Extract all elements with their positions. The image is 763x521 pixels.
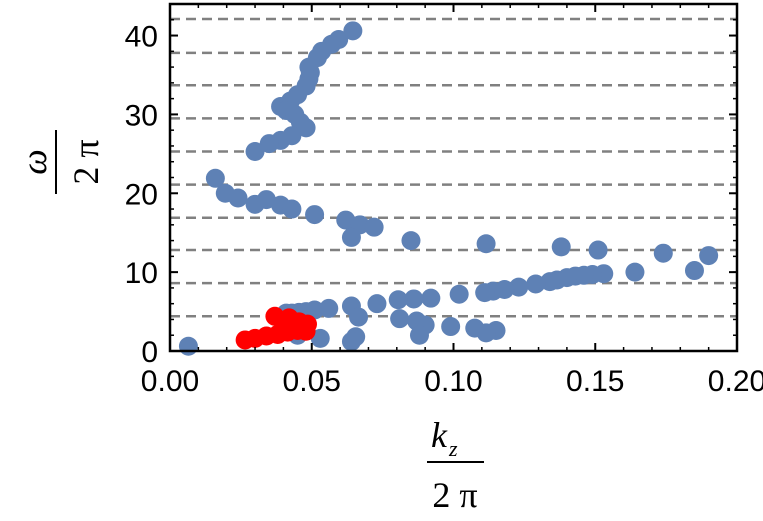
y-tick-label: 30 [125,99,158,132]
data-point-blue [475,283,495,303]
data-point-blue [551,237,571,257]
x-tick-label: 0.00 [141,365,199,398]
x-tick-label: 0.20 [708,365,763,398]
data-point-blue [282,199,302,219]
data-point-blue [367,294,387,314]
data-point-blue [449,284,469,304]
data-point-blue [343,21,363,41]
data-point-blue [476,323,496,343]
data-points [178,21,719,356]
data-point-blue [526,274,546,294]
data-point-blue [388,290,408,310]
data-point-blue [310,328,330,348]
data-point-blue [401,231,421,251]
x-axis-label-subscript: z [448,436,458,461]
data-point-blue [421,288,441,308]
data-point-blue [390,309,410,329]
data-point-blue [509,277,529,297]
data-point-blue [319,298,339,318]
data-point-blue [205,168,225,188]
data-point-blue [441,317,461,337]
data-point-blue [305,205,325,225]
x-axis-label: k z 2 π [427,415,484,515]
y-axis-label-denominator: 2 π [66,139,106,184]
x-tick-label: 0.15 [566,365,624,398]
data-point-blue [540,272,560,292]
data-point-blue [228,188,248,208]
data-point-blue [296,118,316,138]
y-axis-label: ω 2 π [14,130,106,194]
data-point-blue [588,240,608,260]
data-point-blue [404,289,424,309]
y-tick-label: 0 [141,336,158,369]
data-point-blue [178,336,198,356]
y-axis-label-numerator: ω [14,149,54,174]
axis-ticks: 0.00 0.05 0.10 0.15 0.20 0 10 20 30 40 [125,3,763,398]
x-tick-label: 0.05 [283,365,341,398]
data-point-blue [349,307,369,327]
data-point-blue [653,243,673,263]
data-point-blue [341,227,361,247]
data-point-blue [699,246,719,266]
data-point-blue [245,141,265,161]
y-tick-label: 40 [125,21,158,54]
x-axis-label-denominator: 2 π [432,475,477,515]
data-point-blue [409,325,429,345]
data-point-blue [259,134,279,154]
data-point-blue [625,262,645,282]
y-tick-label: 20 [125,178,158,211]
x-axis-label-numerator: k [431,415,448,455]
data-point-blue [476,234,496,254]
data-point-blue [684,261,704,281]
data-point-red [265,306,285,326]
y-tick-label: 10 [125,257,158,290]
x-tick-label: 0.10 [424,365,482,398]
data-point-blue [364,217,384,237]
data-point-blue [341,332,361,352]
reference-lines [170,17,737,318]
data-point-red [297,314,317,334]
